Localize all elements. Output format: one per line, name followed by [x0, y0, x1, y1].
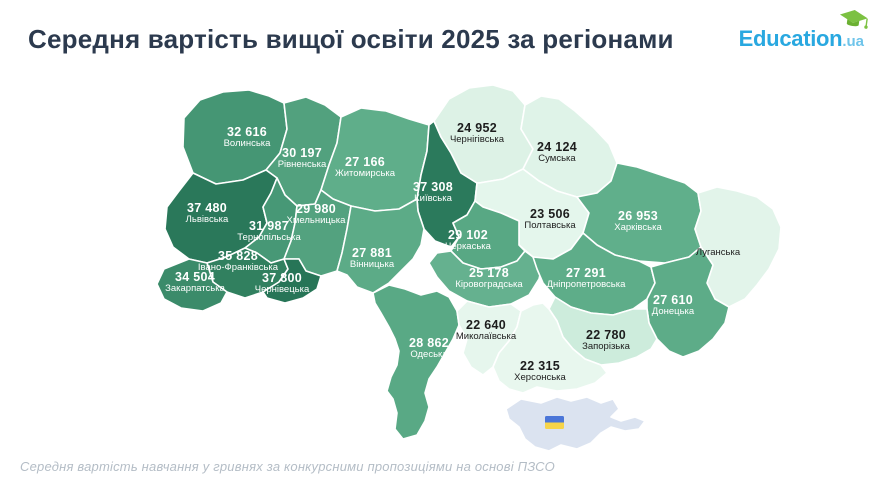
region-khersonska — [492, 302, 608, 394]
region-zakarpatska — [156, 258, 228, 312]
region-odeska — [372, 284, 460, 440]
region-chernivetska — [262, 258, 322, 304]
graduation-cap-icon — [836, 7, 871, 38]
region-luhanska — [694, 186, 782, 308]
education-ua-logo[interactable]: Education.ua — [738, 9, 868, 52]
page-title: Середня вартість вищої освіти 2025 за ре… — [28, 24, 674, 54]
logo-brand-text: Education — [738, 26, 843, 51]
footer-note: Середня вартість навчання у гривнях за к… — [20, 459, 555, 474]
region-crimea — [505, 396, 646, 452]
logo-tld-text: .ua — [842, 33, 864, 50]
ukraine-flag-icon — [545, 416, 564, 429]
region-vinnytska — [336, 198, 425, 294]
